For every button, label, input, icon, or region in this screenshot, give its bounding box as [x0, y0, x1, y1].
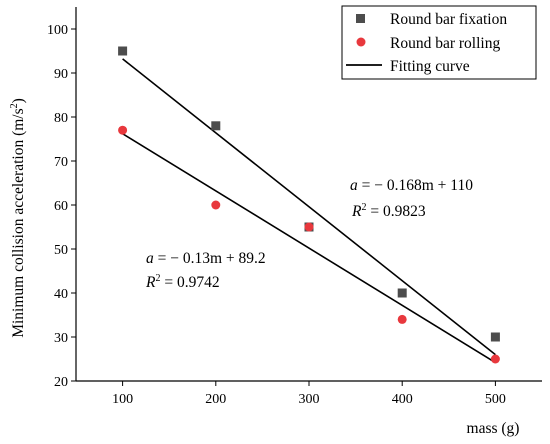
data-point-fixation [118, 46, 128, 56]
rolling-equation: a = − 0.13m + 89.2 [146, 250, 266, 267]
x-tick-label: 200 [205, 392, 226, 407]
x-tick-label: 400 [392, 392, 413, 407]
y-tick-label: 70 [54, 155, 68, 170]
y-tick-label: 80 [54, 111, 68, 126]
data-point-rolling [118, 125, 128, 135]
legend: Round bar fixation Round bar rolling Fit… [341, 5, 537, 80]
data-point-rolling [211, 200, 221, 210]
fit-line-1 [122, 58, 496, 356]
x-tick-label: 100 [112, 392, 133, 407]
x-axis-title: mass (g) [467, 420, 520, 437]
legend-marker-rolling [356, 37, 366, 47]
y-tick-label: 100 [47, 23, 68, 38]
data-point-rolling [304, 222, 314, 232]
data-point-fixation [211, 121, 221, 131]
y-tick-label: 60 [54, 199, 68, 214]
legend-box [341, 5, 537, 80]
x-tick-label: 300 [299, 392, 320, 407]
data-point-fixation [397, 288, 407, 298]
y-tick-label: 20 [54, 375, 68, 390]
legend-label-fixation: Round bar fixation [390, 11, 507, 28]
legend-label-fit: Fitting curve [390, 58, 470, 75]
data-point-rolling [397, 314, 407, 324]
fit-line-2 [122, 133, 496, 364]
data-point-fixation [490, 332, 500, 342]
y-tick-label: 90 [54, 67, 68, 82]
fit-lines [122, 58, 496, 364]
x-tick-label: 500 [485, 392, 506, 407]
legend-label-rolling: Round bar rolling [390, 35, 500, 52]
data-points [118, 46, 500, 364]
axes: 100 200 300 400 500 20 30 40 50 60 70 80 90 100 [47, 7, 542, 407]
fixation-r-squared: R2 = 0.9823 [351, 202, 426, 220]
y-axis-title: Minimum collision acceleration (m/s2) [9, 98, 27, 338]
data-point-rolling [490, 354, 500, 364]
legend-marker-fixation [356, 14, 365, 23]
fixation-equation: a = − 0.168m + 110 [350, 177, 473, 194]
rolling-r-squared: R2 = 0.9742 [145, 273, 220, 291]
y-tick-label: 30 [54, 331, 68, 346]
y-tick-label: 50 [54, 243, 68, 258]
y-tick-label: 40 [54, 287, 68, 302]
